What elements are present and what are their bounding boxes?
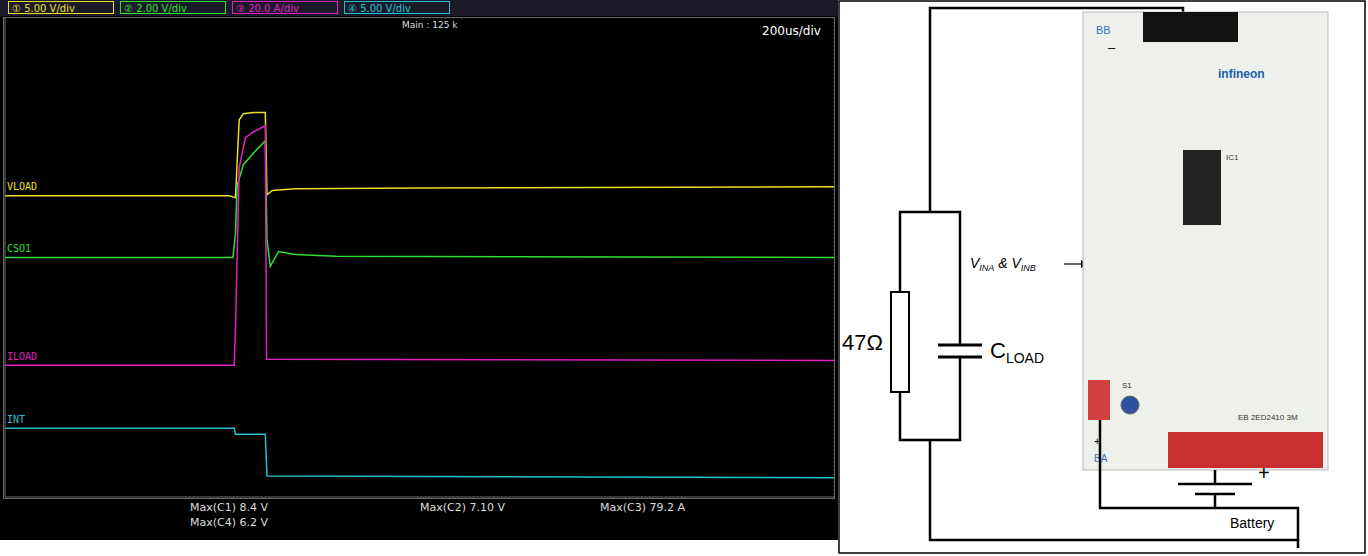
html-text:Max(C4) 6.2 V: Max(C4) 6.2 V xyxy=(190,516,268,529)
svg-text:CLOAD: CLOAD xyxy=(990,338,1044,366)
html-text:Max(C3) 79.2 A: Max(C3) 79.2 A xyxy=(600,501,685,514)
svg-text:S1: S1 xyxy=(1122,381,1132,390)
svg-text:–: – xyxy=(1108,40,1116,55)
svg-text:infineon: infineon xyxy=(1218,67,1265,81)
svg-text:47Ω: 47Ω xyxy=(842,330,883,355)
svg-text:IC1: IC1 xyxy=(1226,153,1239,162)
html-text:ILOAD: ILOAD xyxy=(7,351,38,362)
svg-text:BB: BB xyxy=(1096,24,1111,36)
svg-text:Battery: Battery xyxy=(1230,515,1274,531)
svg-text:+: + xyxy=(1258,462,1270,484)
html-text:CSO1: CSO1 xyxy=(7,243,32,254)
html-text:200us/div: 200us/div xyxy=(762,24,821,38)
html-text:Main : 125 k: Main : 125 k xyxy=(402,20,458,30)
html-text:Max(C1) 8.4 V: Max(C1) 8.4 V xyxy=(190,501,268,514)
html-text:③ 20.0 A/div: ③ 20.0 A/div xyxy=(236,3,299,14)
svg-text:EB 2ED2410 3M: EB 2ED2410 3M xyxy=(1238,413,1298,422)
html-text:① 5.00 V/div: ① 5.00 V/div xyxy=(12,3,75,14)
html-text:INT: INT xyxy=(7,414,26,425)
html-text:VLOAD: VLOAD xyxy=(7,181,38,193)
svg-text:BA: BA xyxy=(1094,453,1108,464)
html-text:④ 5.00 V/div: ④ 5.00 V/div xyxy=(348,3,411,14)
html-text:Max(C2) 7.10 V: Max(C2) 7.10 V xyxy=(420,501,505,514)
html-text:② 2.00 V/div: ② 2.00 V/div xyxy=(124,3,187,14)
svg-text:VINA & VINB: VINA & VINB xyxy=(970,255,1036,273)
